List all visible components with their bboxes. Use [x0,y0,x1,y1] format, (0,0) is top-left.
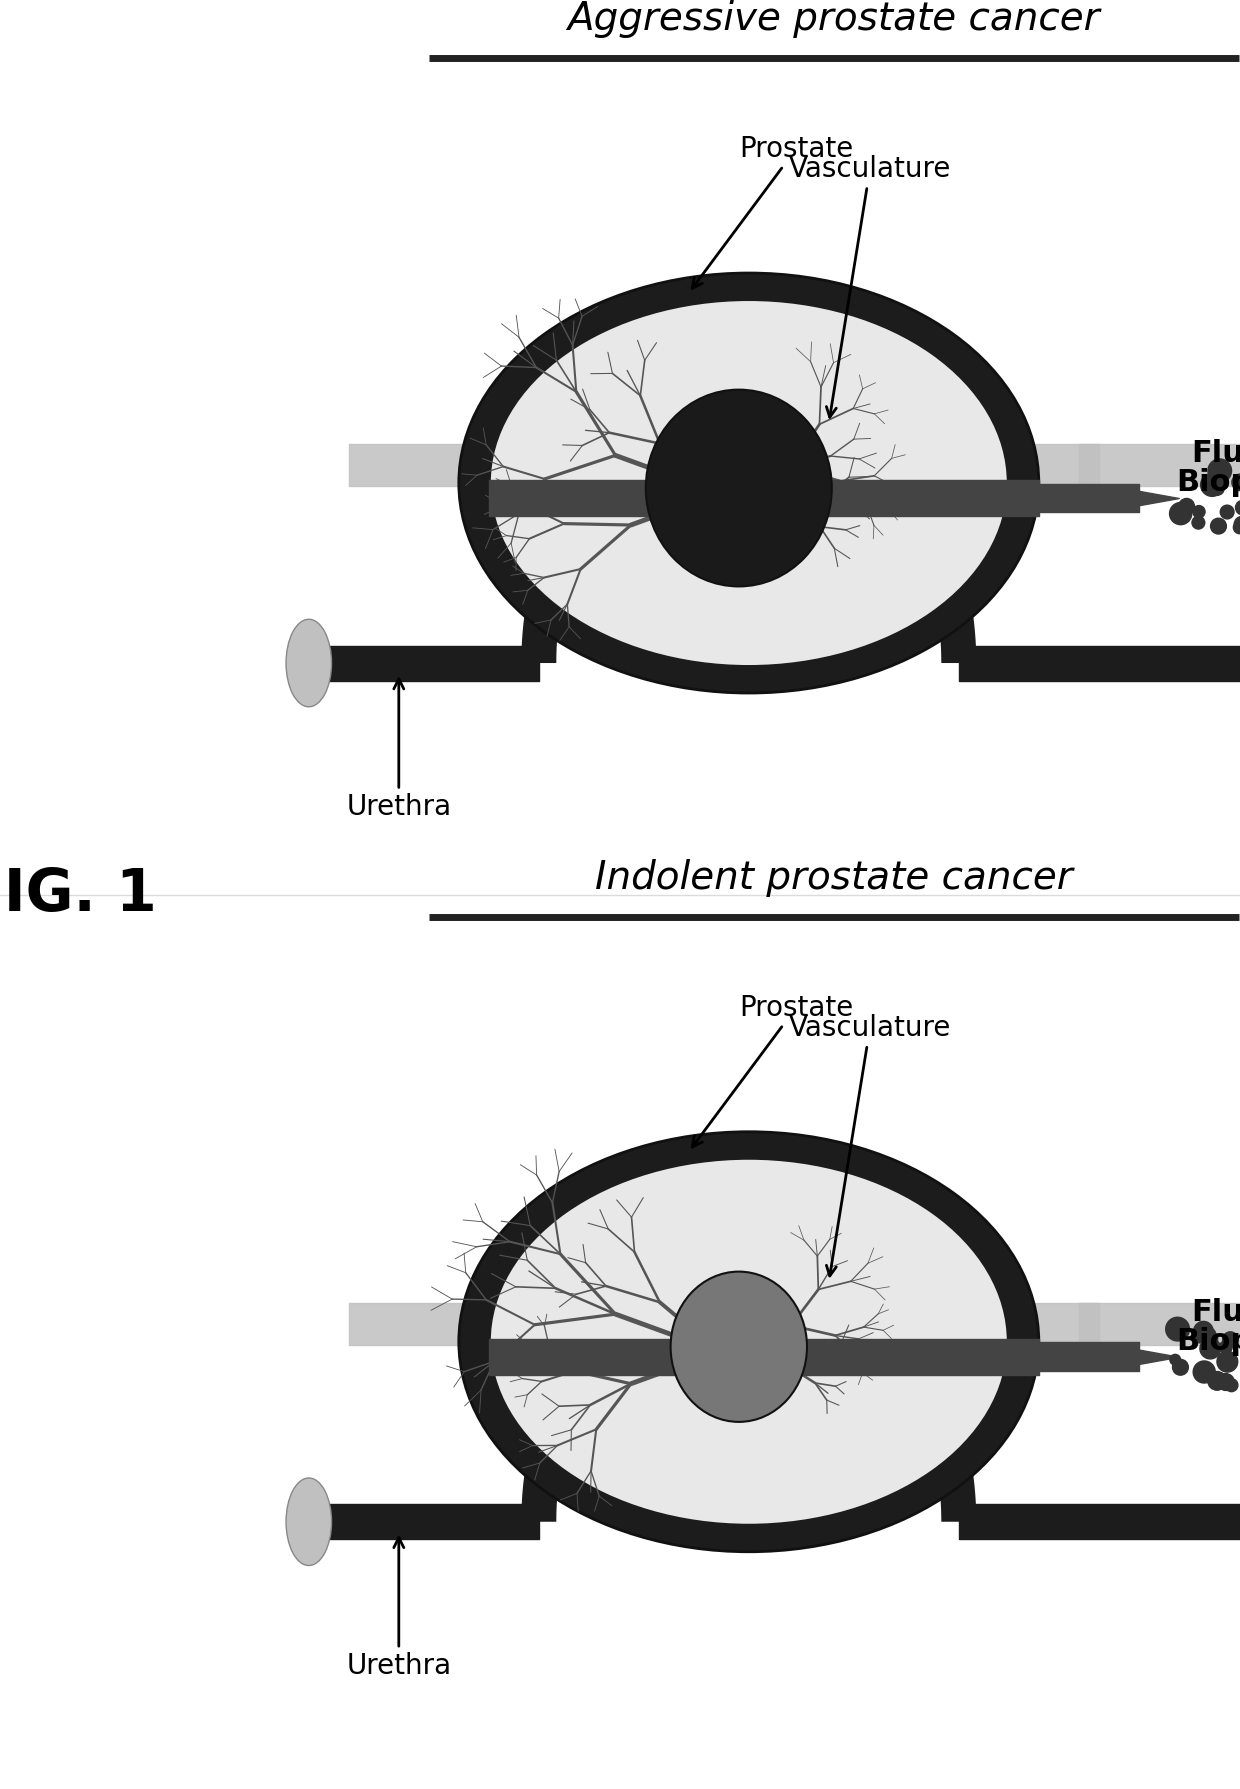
Circle shape [1192,517,1205,530]
Text: Fluid: Fluid [1192,438,1240,469]
Circle shape [1166,1317,1189,1342]
Circle shape [1193,1361,1215,1383]
Circle shape [1234,476,1240,490]
Ellipse shape [459,274,1039,692]
Text: Indolent prostate cancer: Indolent prostate cancer [595,859,1073,896]
Circle shape [1169,1354,1180,1365]
Circle shape [1192,1327,1208,1344]
Circle shape [1225,1379,1238,1392]
Circle shape [1234,521,1240,533]
Text: Prostate: Prostate [692,993,853,1147]
Ellipse shape [491,1159,1007,1524]
Circle shape [1193,506,1205,517]
Text: Aggressive prostate cancer: Aggressive prostate cancer [568,0,1100,38]
Circle shape [1216,1351,1238,1372]
Ellipse shape [286,1478,331,1565]
Circle shape [1169,503,1192,524]
Circle shape [1208,1372,1226,1390]
Polygon shape [521,376,976,664]
Text: FIG. 1: FIG. 1 [0,866,156,923]
Circle shape [1208,460,1231,483]
Circle shape [1200,1338,1220,1360]
Text: Biopsy: Biopsy [1177,469,1240,497]
Circle shape [1202,1327,1216,1342]
Circle shape [1223,1331,1239,1347]
Ellipse shape [671,1272,807,1422]
Circle shape [1218,1374,1234,1390]
Ellipse shape [459,1132,1039,1551]
Text: Vasculature: Vasculature [789,1014,951,1276]
Circle shape [1210,519,1226,533]
Ellipse shape [491,301,1007,666]
Ellipse shape [646,390,832,587]
Circle shape [1219,1342,1233,1354]
Circle shape [1179,499,1194,513]
Circle shape [1194,1322,1213,1342]
Circle shape [1231,474,1240,490]
Circle shape [1173,1360,1188,1376]
Polygon shape [521,1234,976,1522]
Circle shape [1220,504,1234,519]
Circle shape [1202,1331,1218,1347]
Text: Urethra: Urethra [346,678,451,821]
Circle shape [1235,501,1240,515]
Circle shape [1213,521,1226,533]
Circle shape [1200,474,1224,496]
Text: Fluid: Fluid [1192,1297,1240,1327]
Text: Prostate: Prostate [692,134,853,288]
Text: Urethra: Urethra [346,1537,451,1680]
Circle shape [1234,517,1240,533]
Text: Biopsy: Biopsy [1177,1327,1240,1356]
Text: Vasculature: Vasculature [789,156,951,417]
Ellipse shape [286,619,331,707]
Circle shape [1210,481,1224,496]
